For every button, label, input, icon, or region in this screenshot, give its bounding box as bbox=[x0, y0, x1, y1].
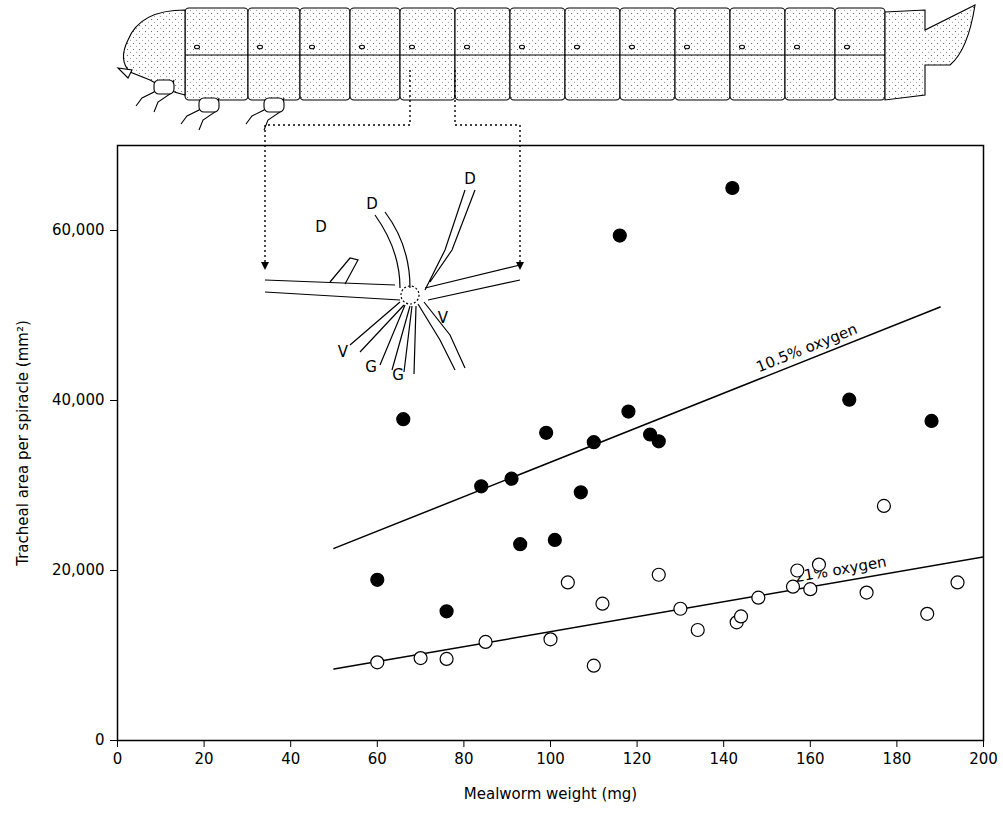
svg-text:Mealworm weight (mg): Mealworm weight (mg) bbox=[464, 785, 637, 803]
svg-text:D: D bbox=[366, 195, 378, 213]
svg-text:0: 0 bbox=[113, 750, 123, 768]
svg-text:140: 140 bbox=[709, 750, 738, 768]
svg-text:60: 60 bbox=[368, 750, 387, 768]
svg-text:100: 100 bbox=[536, 750, 565, 768]
svg-text:60,000: 60,000 bbox=[52, 221, 105, 239]
svg-text:G: G bbox=[365, 358, 377, 376]
svg-text:0: 0 bbox=[95, 731, 105, 749]
svg-text:10.5% oxygen: 10.5% oxygen bbox=[754, 320, 860, 376]
svg-text:120: 120 bbox=[623, 750, 652, 768]
svg-text:V: V bbox=[438, 309, 449, 327]
svg-text:40,000: 40,000 bbox=[52, 391, 105, 409]
svg-text:Tracheal area per spiracle (mm: Tracheal area per spiracle (mm²) bbox=[14, 320, 32, 567]
svg-text:D: D bbox=[315, 218, 327, 236]
svg-text:160: 160 bbox=[796, 750, 825, 768]
svg-text:21% oxygen: 21% oxygen bbox=[793, 553, 888, 587]
svg-text:40: 40 bbox=[281, 750, 300, 768]
svg-text:V: V bbox=[338, 343, 349, 361]
svg-text:G: G bbox=[392, 366, 404, 384]
svg-text:180: 180 bbox=[883, 750, 912, 768]
svg-text:20,000: 20,000 bbox=[52, 561, 105, 579]
svg-text:80: 80 bbox=[454, 750, 473, 768]
svg-text:200: 200 bbox=[969, 750, 998, 768]
svg-text:20: 20 bbox=[195, 750, 214, 768]
svg-text:D: D bbox=[464, 170, 476, 188]
